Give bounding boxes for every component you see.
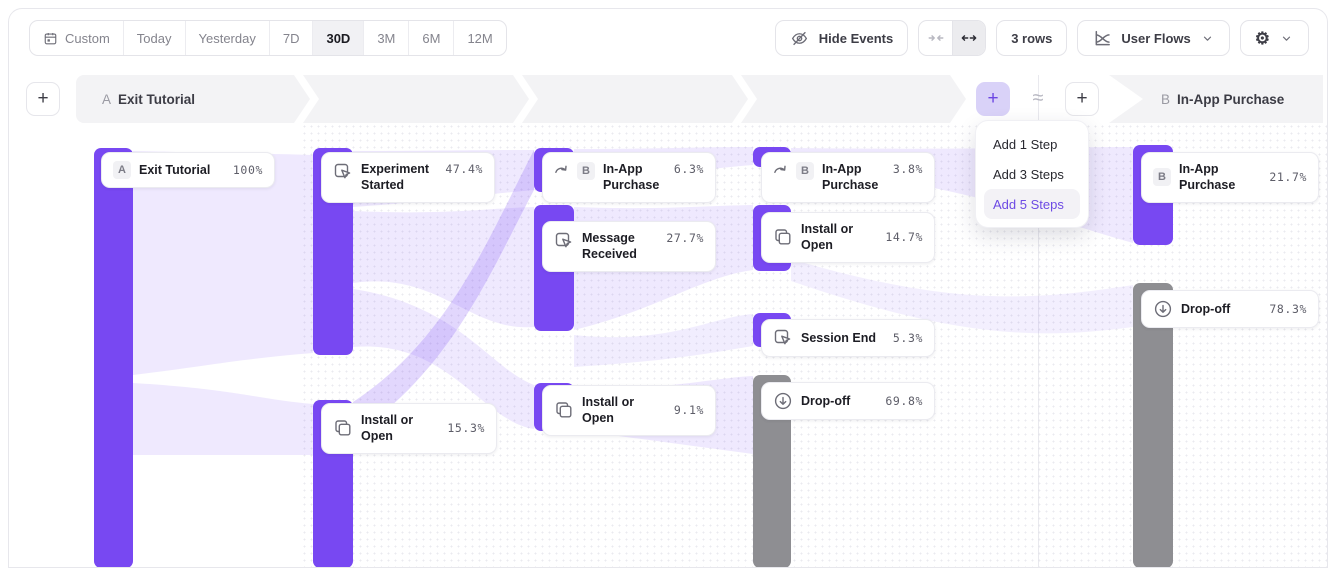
node-exit-tutorial[interactable]: A Exit Tutorial 100% [101,152,275,188]
approx-symbol: ≈ [1032,87,1044,109]
redo-arrow-icon [554,162,569,177]
date-range-7d[interactable]: 7D [270,21,314,55]
add-steps-button-active[interactable]: + [976,82,1010,116]
step-header-segment[interactable] [303,75,529,123]
flow-bar-exit-tutorial[interactable] [94,148,133,567]
add-steps-menu: Add 1 Step Add 3 Steps Add 5 Steps [976,121,1088,227]
settings-button[interactable]: ⚙ [1239,20,1309,56]
menu-item-add-1-step[interactable]: Add 1 Step [993,136,1058,152]
date-range-label: Custom [65,30,110,46]
chevron-down-icon [1279,31,1294,46]
date-range-12m[interactable]: 12M [467,30,493,46]
copy-icon [773,227,793,247]
redo-arrow-icon [773,162,788,177]
date-range-selector: Custom Today Yesterday 7D 30D 3M 6M 12M [29,20,507,56]
chart-type-dropdown[interactable]: User Flows [1077,20,1230,56]
drop-off-icon [1153,299,1173,319]
rows-button[interactable]: 3 rows [996,20,1068,56]
chevron-down-icon [1200,31,1215,46]
date-range-today[interactable]: Today [124,21,186,55]
step-badge: B [1153,168,1171,187]
hide-events-label: Hide Events [818,30,894,46]
node-install-or-open-3[interactable]: Install or Open 9.1% [542,385,716,436]
step-b-letter: B [1161,91,1171,107]
step-header-segment[interactable] [522,75,748,123]
collapse-expand-toggle [918,20,987,56]
tap-event-icon [554,231,574,251]
eye-off-icon [790,28,810,48]
step-b-name: In-App Purchase [1177,91,1285,107]
step-badge: A [113,161,131,179]
date-range-3m[interactable]: 3M [364,21,410,55]
date-range-yesterday[interactable]: Yesterday [186,21,270,55]
expand-icon[interactable] [952,21,986,55]
gear-icon: ⚙ [1254,28,1270,48]
calendar-icon [43,31,58,46]
date-range-custom[interactable]: Custom [30,21,124,55]
rows-label: 3 rows [1011,30,1053,46]
node-drop-off-4[interactable]: Drop-off 69.8% [761,382,935,420]
copy-icon [554,400,574,420]
node-in-app-purchase-4[interactable]: B In-App Purchase 3.8% [761,152,935,203]
node-session-end[interactable]: Session End 5.3% [761,319,935,357]
menu-item-add-5-steps[interactable]: Add 5 Steps [984,189,1080,219]
collapse-icon[interactable] [919,21,952,55]
step-header-segment[interactable] [741,75,966,123]
step-badge: B [796,162,814,180]
user-flows-panel: Custom Today Yesterday 7D 30D 3M 6M 12M … [8,8,1328,568]
step-b-header[interactable]: B In-App Purchase [1109,75,1323,123]
step-badge: B [577,162,595,180]
toolbar-right-group: Hide Events 3 rows User Flows ⚙ [774,20,1309,56]
node-in-app-purchase-b[interactable]: B In-App Purchase 21.7% [1141,152,1319,203]
node-in-app-purchase-3[interactable]: B In-App Purchase 6.3% [542,152,716,203]
step-a-name: Exit Tutorial [118,91,196,107]
step-a-letter: A [102,91,112,107]
date-range-6m[interactable]: 6M [409,21,455,55]
node-message-received[interactable]: Message Received 27.7% [542,221,716,272]
add-step-b-button[interactable]: + [1065,82,1099,116]
drop-off-icon [773,391,793,411]
tap-event-icon [773,328,793,348]
add-step-before-button[interactable]: + [26,82,60,116]
step-a-header[interactable]: A Exit Tutorial [76,75,310,123]
tap-event-icon [333,162,353,182]
copy-icon [333,418,353,438]
date-range-30d[interactable]: 30D [313,21,365,55]
node-install-or-open-4[interactable]: Install or Open 14.7% [761,212,935,263]
hide-events-button[interactable]: Hide Events [774,20,909,56]
node-experiment-started[interactable]: Experiment Started 47.4% [321,152,495,203]
node-drop-off-b[interactable]: Drop-off 78.3% [1141,290,1319,328]
node-install-or-open-2[interactable]: Install or Open 15.3% [321,403,497,454]
menu-item-add-3-steps[interactable]: Add 3 Steps [993,166,1064,182]
chart-type-label: User Flows [1121,30,1191,46]
flows-icon [1092,28,1112,48]
